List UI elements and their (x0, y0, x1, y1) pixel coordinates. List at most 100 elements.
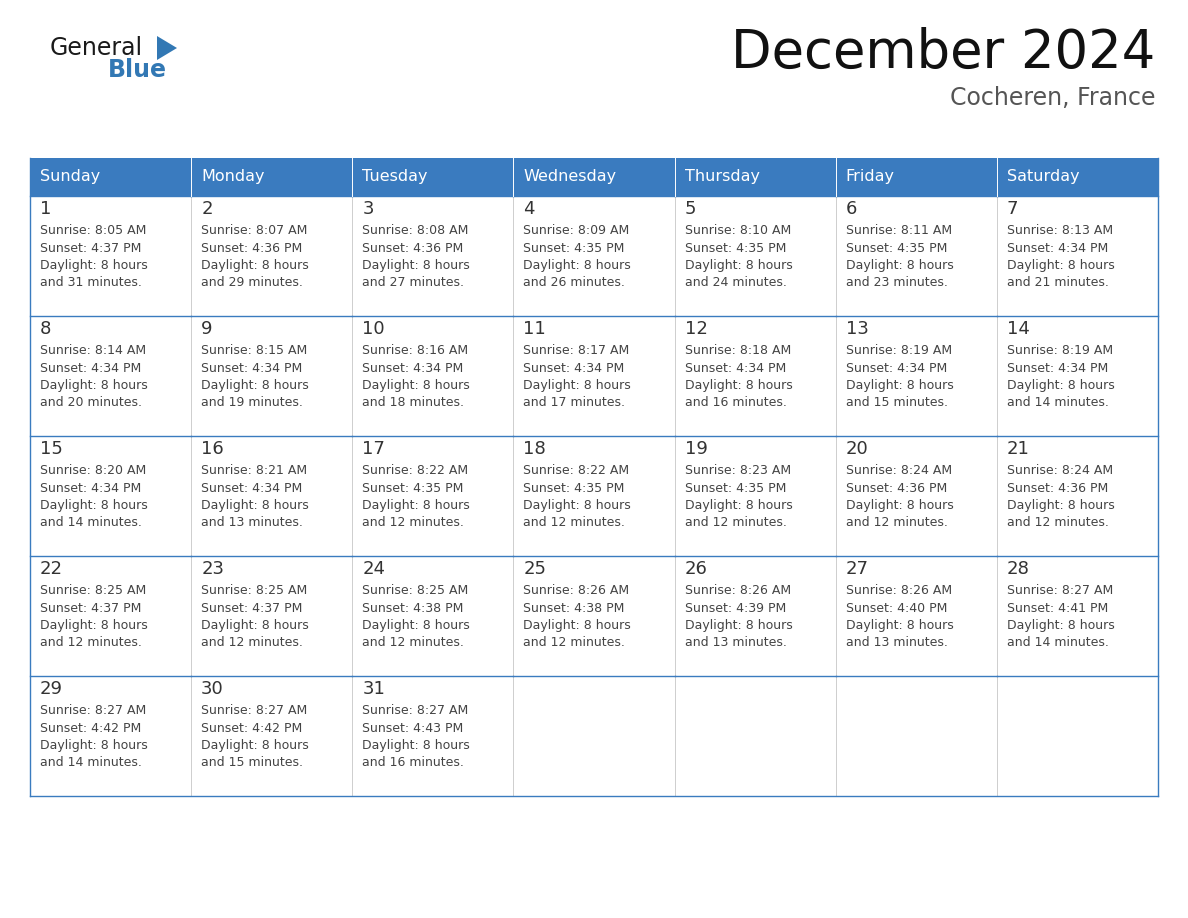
Bar (675, 556, 835, 676)
Text: 13: 13 (846, 320, 868, 338)
Text: and 23 minutes.: and 23 minutes. (846, 275, 948, 288)
Text: Sunrise: 8:14 AM: Sunrise: 8:14 AM (40, 344, 146, 357)
Text: Daylight: 8 hours: Daylight: 8 hours (40, 498, 147, 511)
Text: Sunset: 4:40 PM: Sunset: 4:40 PM (846, 601, 947, 614)
Bar (997, 556, 1158, 676)
Text: 27: 27 (846, 560, 868, 578)
Text: Daylight: 8 hours: Daylight: 8 hours (362, 259, 470, 272)
Text: and 26 minutes.: and 26 minutes. (524, 275, 625, 288)
Bar (513, 316, 675, 436)
Bar (191, 556, 353, 676)
Text: Sunrise: 8:13 AM: Sunrise: 8:13 AM (1007, 225, 1113, 238)
Bar (835, 196, 997, 316)
Text: Sunset: 4:35 PM: Sunset: 4:35 PM (362, 482, 463, 495)
Text: Sunrise: 8:27 AM: Sunrise: 8:27 AM (40, 704, 146, 718)
Text: Sunrise: 8:10 AM: Sunrise: 8:10 AM (684, 225, 791, 238)
Text: Sunrise: 8:07 AM: Sunrise: 8:07 AM (201, 225, 308, 238)
Text: and 14 minutes.: and 14 minutes. (40, 516, 141, 529)
Bar (835, 436, 997, 556)
Text: Daylight: 8 hours: Daylight: 8 hours (846, 259, 954, 272)
Text: Saturday: Saturday (1007, 170, 1080, 185)
Text: Sunset: 4:35 PM: Sunset: 4:35 PM (524, 241, 625, 254)
Text: 18: 18 (524, 440, 546, 458)
Text: Sunset: 4:35 PM: Sunset: 4:35 PM (684, 482, 786, 495)
Text: Daylight: 8 hours: Daylight: 8 hours (846, 378, 954, 391)
Bar (353, 676, 513, 796)
Text: Sunrise: 8:15 AM: Sunrise: 8:15 AM (201, 344, 308, 357)
Bar (997, 196, 1158, 316)
Bar (835, 676, 997, 796)
Text: 9: 9 (201, 320, 213, 338)
Text: 1: 1 (40, 200, 51, 218)
Text: Friday: Friday (846, 170, 895, 185)
Text: Sunset: 4:34 PM: Sunset: 4:34 PM (1007, 241, 1108, 254)
Text: Cocheren, France: Cocheren, France (949, 86, 1155, 110)
Text: and 12 minutes.: and 12 minutes. (684, 516, 786, 529)
Text: 23: 23 (201, 560, 225, 578)
Bar (513, 196, 675, 316)
Text: and 14 minutes.: and 14 minutes. (40, 756, 141, 768)
Text: Sunset: 4:37 PM: Sunset: 4:37 PM (40, 601, 141, 614)
Text: and 14 minutes.: and 14 minutes. (1007, 635, 1108, 648)
Text: Sunset: 4:35 PM: Sunset: 4:35 PM (846, 241, 947, 254)
Text: Sunset: 4:36 PM: Sunset: 4:36 PM (1007, 482, 1108, 495)
Text: Sunrise: 8:24 AM: Sunrise: 8:24 AM (1007, 465, 1113, 477)
Bar (513, 436, 675, 556)
Text: 25: 25 (524, 560, 546, 578)
Text: General: General (50, 36, 143, 60)
Text: Daylight: 8 hours: Daylight: 8 hours (40, 259, 147, 272)
Text: 28: 28 (1007, 560, 1030, 578)
Text: and 12 minutes.: and 12 minutes. (362, 516, 465, 529)
Text: and 20 minutes.: and 20 minutes. (40, 396, 143, 409)
Text: Daylight: 8 hours: Daylight: 8 hours (846, 498, 954, 511)
Bar (997, 316, 1158, 436)
Text: Daylight: 8 hours: Daylight: 8 hours (1007, 498, 1114, 511)
Text: Sunrise: 8:25 AM: Sunrise: 8:25 AM (201, 585, 308, 598)
Text: Sunrise: 8:21 AM: Sunrise: 8:21 AM (201, 465, 308, 477)
Bar (513, 676, 675, 796)
Text: and 12 minutes.: and 12 minutes. (846, 516, 948, 529)
Text: and 27 minutes.: and 27 minutes. (362, 275, 465, 288)
Text: Thursday: Thursday (684, 170, 759, 185)
Text: 4: 4 (524, 200, 535, 218)
Text: and 16 minutes.: and 16 minutes. (684, 396, 786, 409)
Text: Sunset: 4:37 PM: Sunset: 4:37 PM (40, 241, 141, 254)
Text: Daylight: 8 hours: Daylight: 8 hours (362, 498, 470, 511)
Text: 11: 11 (524, 320, 546, 338)
Text: Daylight: 8 hours: Daylight: 8 hours (40, 738, 147, 752)
Text: Daylight: 8 hours: Daylight: 8 hours (1007, 259, 1114, 272)
Text: and 15 minutes.: and 15 minutes. (846, 396, 948, 409)
Text: Daylight: 8 hours: Daylight: 8 hours (40, 619, 147, 632)
Text: and 19 minutes.: and 19 minutes. (201, 396, 303, 409)
Text: 3: 3 (362, 200, 374, 218)
Bar (191, 316, 353, 436)
Text: Sunrise: 8:27 AM: Sunrise: 8:27 AM (1007, 585, 1113, 598)
Text: Sunrise: 8:08 AM: Sunrise: 8:08 AM (362, 225, 468, 238)
Bar (353, 196, 513, 316)
Text: Sunset: 4:38 PM: Sunset: 4:38 PM (362, 601, 463, 614)
Bar (353, 436, 513, 556)
Text: Daylight: 8 hours: Daylight: 8 hours (362, 738, 470, 752)
Text: 10: 10 (362, 320, 385, 338)
Text: Sunrise: 8:26 AM: Sunrise: 8:26 AM (524, 585, 630, 598)
Text: Sunset: 4:37 PM: Sunset: 4:37 PM (201, 601, 303, 614)
Text: 19: 19 (684, 440, 707, 458)
Text: Sunset: 4:35 PM: Sunset: 4:35 PM (684, 241, 786, 254)
Text: Blue: Blue (108, 58, 168, 82)
Text: and 18 minutes.: and 18 minutes. (362, 396, 465, 409)
Text: 30: 30 (201, 680, 223, 698)
Text: Tuesday: Tuesday (362, 170, 428, 185)
Text: and 12 minutes.: and 12 minutes. (524, 516, 625, 529)
Text: Daylight: 8 hours: Daylight: 8 hours (40, 378, 147, 391)
Text: Sunrise: 8:23 AM: Sunrise: 8:23 AM (684, 465, 791, 477)
Text: Daylight: 8 hours: Daylight: 8 hours (201, 378, 309, 391)
Polygon shape (157, 36, 177, 60)
Text: and 13 minutes.: and 13 minutes. (201, 516, 303, 529)
Text: and 15 minutes.: and 15 minutes. (201, 756, 303, 768)
Text: and 16 minutes.: and 16 minutes. (362, 756, 465, 768)
Text: 16: 16 (201, 440, 223, 458)
Text: Wednesday: Wednesday (524, 170, 617, 185)
Text: Daylight: 8 hours: Daylight: 8 hours (201, 259, 309, 272)
Text: Daylight: 8 hours: Daylight: 8 hours (201, 738, 309, 752)
Text: and 12 minutes.: and 12 minutes. (1007, 516, 1108, 529)
